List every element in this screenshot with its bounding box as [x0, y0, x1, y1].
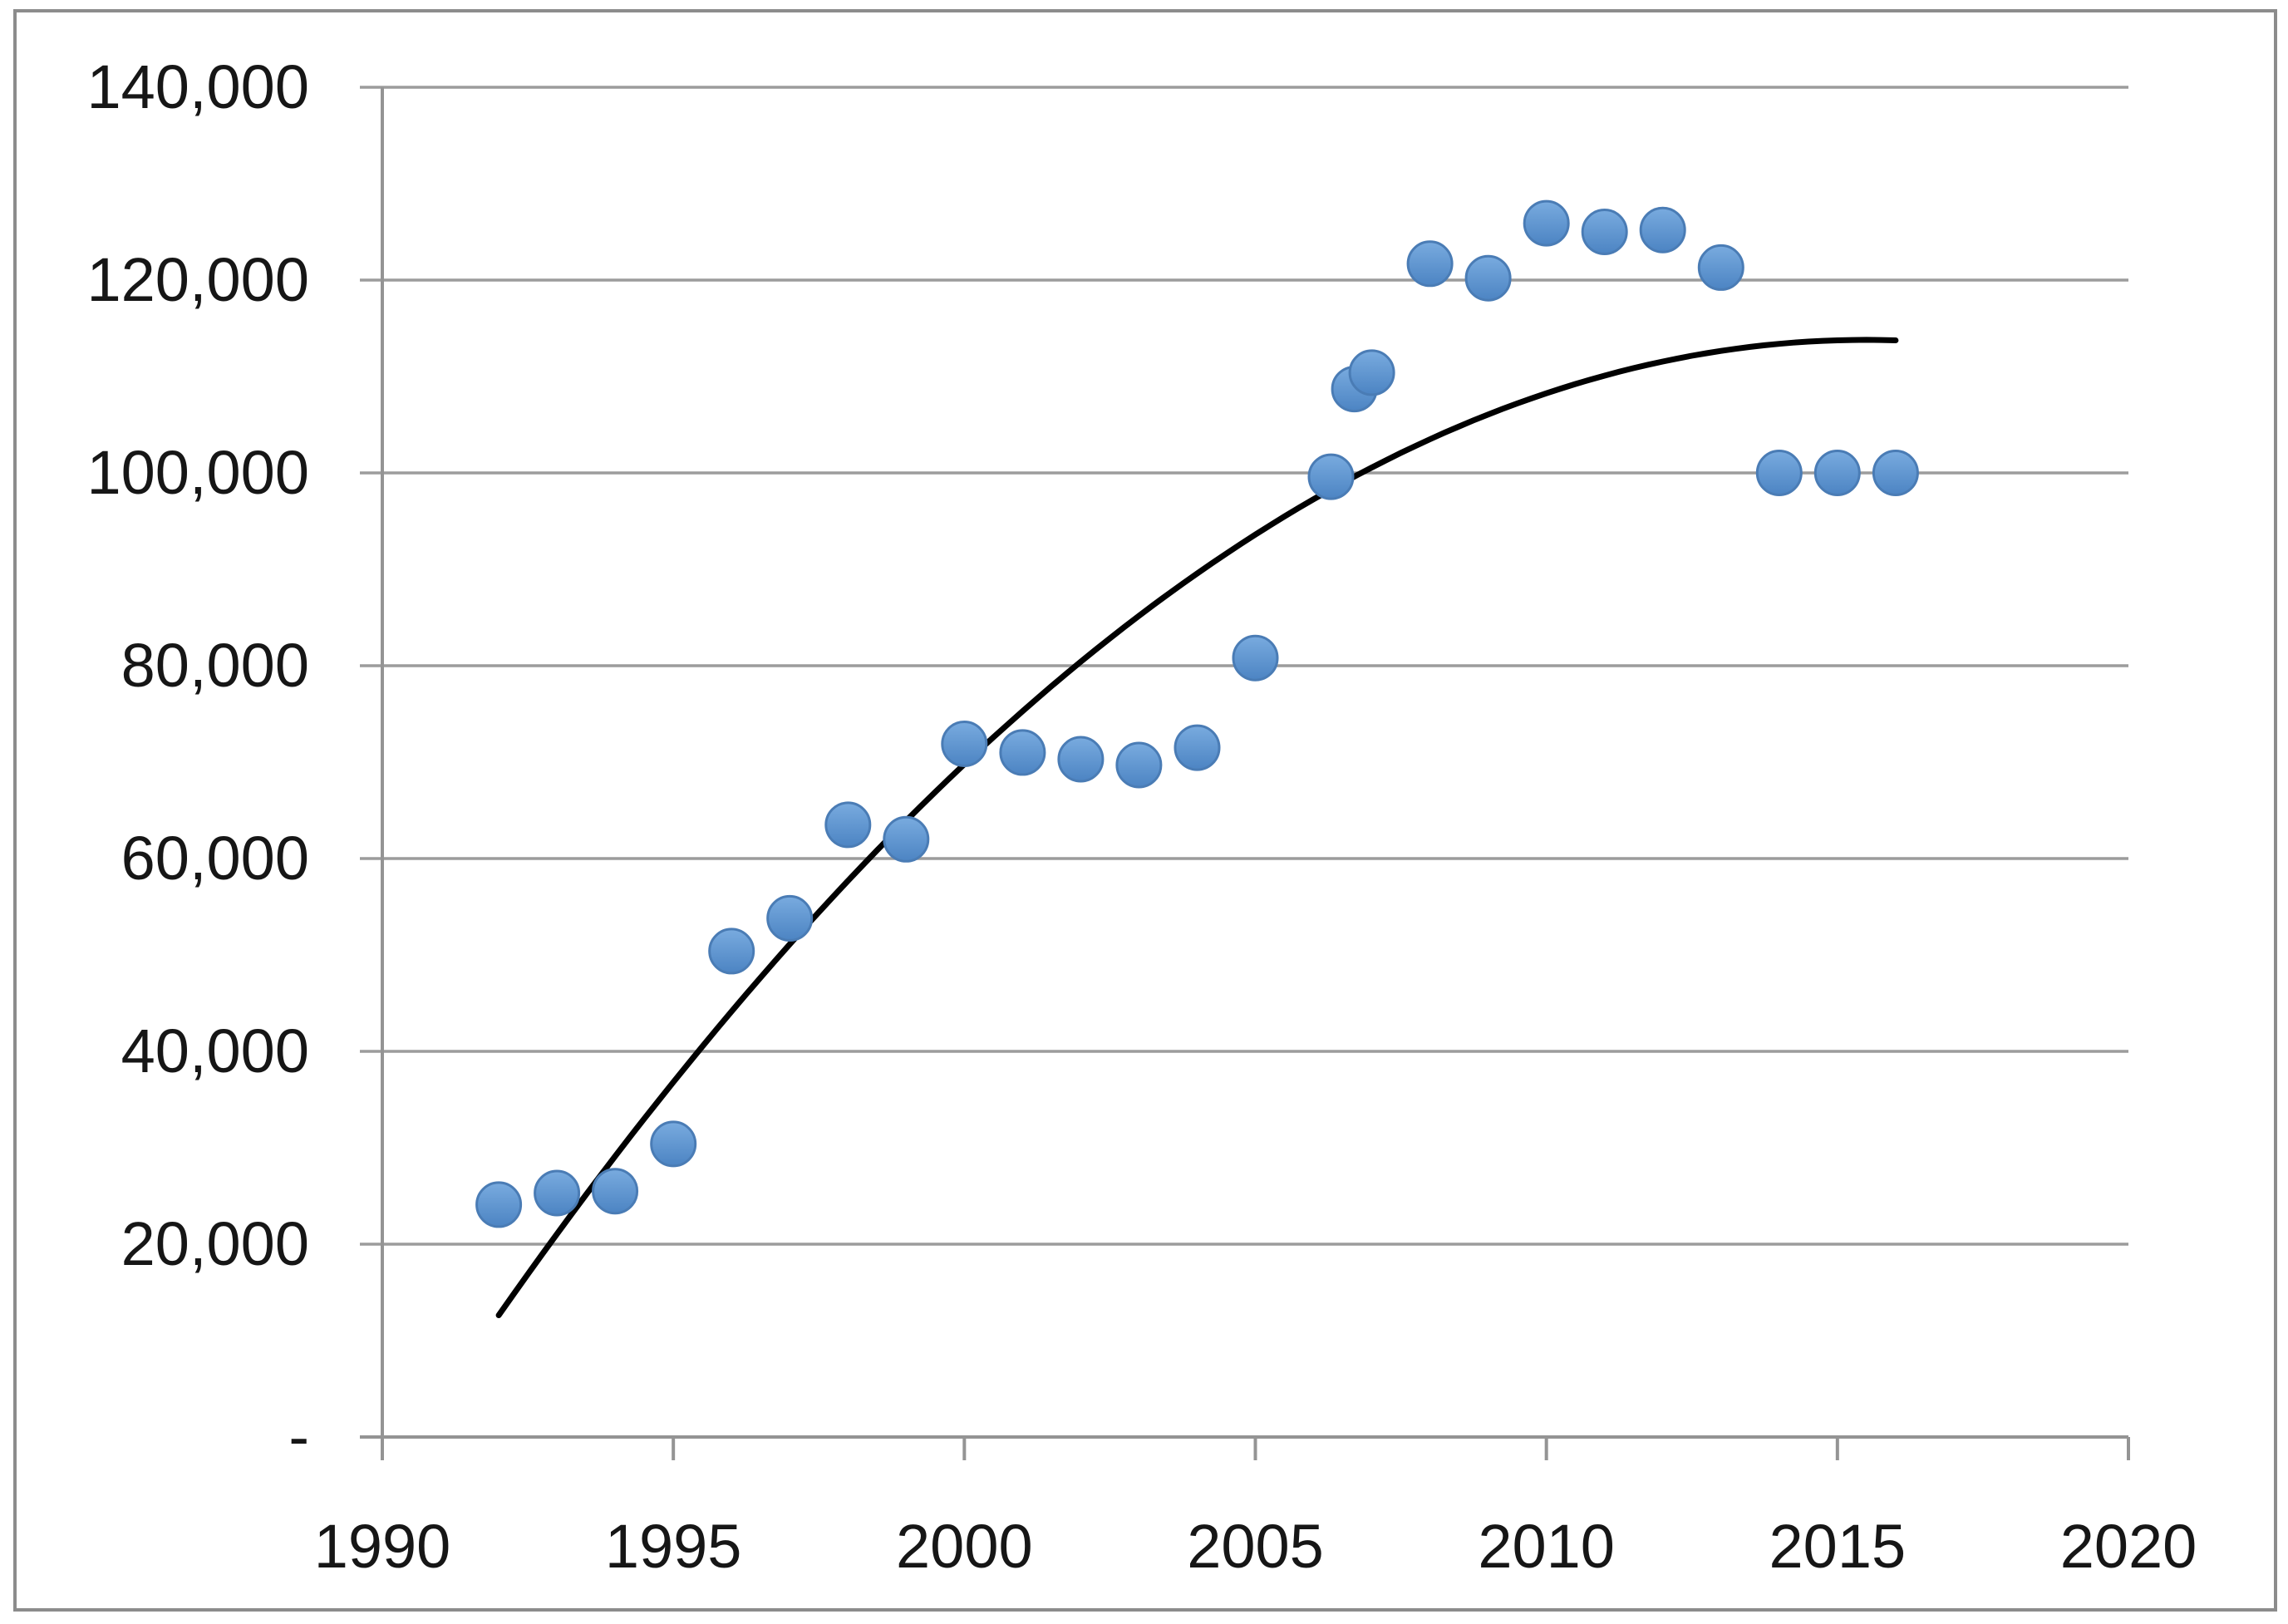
data-point — [1348, 349, 1395, 396]
x-tick-label: 2020 — [2059, 1512, 2197, 1581]
y-tick-label: 40,000 — [121, 1016, 309, 1085]
data-point — [534, 1169, 581, 1217]
data-point — [1697, 244, 1744, 291]
y-tick-label: 60,000 — [121, 824, 309, 893]
x-tick-label: 1990 — [313, 1512, 451, 1581]
data-point — [824, 801, 872, 849]
axes — [360, 87, 2130, 1460]
y-tick-label: 20,000 — [121, 1209, 309, 1278]
y-tick-label: 140,000 — [86, 52, 310, 121]
data-point — [1232, 634, 1279, 682]
x-tick-label: 2000 — [896, 1512, 1033, 1581]
data-points — [475, 199, 1919, 1228]
y-tick-label: - — [288, 1402, 309, 1471]
data-point — [1523, 199, 1570, 247]
data-point — [1755, 450, 1803, 496]
data-point — [883, 815, 930, 863]
y-tick-label: 120,000 — [86, 245, 310, 314]
trendline-curve — [495, 337, 1899, 1318]
data-point — [941, 721, 988, 767]
data-point — [650, 1120, 697, 1168]
data-point — [475, 1181, 523, 1228]
x-tick-label: 2015 — [1769, 1512, 1907, 1581]
data-point — [708, 928, 755, 975]
data-point — [999, 729, 1046, 776]
data-point — [1057, 736, 1105, 783]
data-point — [592, 1168, 639, 1215]
x-tick-label: 2010 — [1478, 1512, 1615, 1581]
x-tick-label: 2005 — [1187, 1512, 1324, 1581]
data-point — [1581, 209, 1628, 255]
data-point — [1639, 206, 1686, 253]
y-tick-label: 100,000 — [86, 438, 310, 507]
y-tick-label: 80,000 — [121, 631, 309, 700]
x-tick-label: 1995 — [604, 1512, 742, 1581]
data-point — [1307, 453, 1355, 500]
data-point — [1174, 724, 1221, 771]
data-point — [766, 894, 814, 942]
data-point — [1872, 450, 1919, 496]
data-point — [1406, 240, 1454, 288]
data-point — [1115, 741, 1163, 789]
data-point — [1813, 450, 1861, 496]
data-point — [1464, 254, 1512, 302]
